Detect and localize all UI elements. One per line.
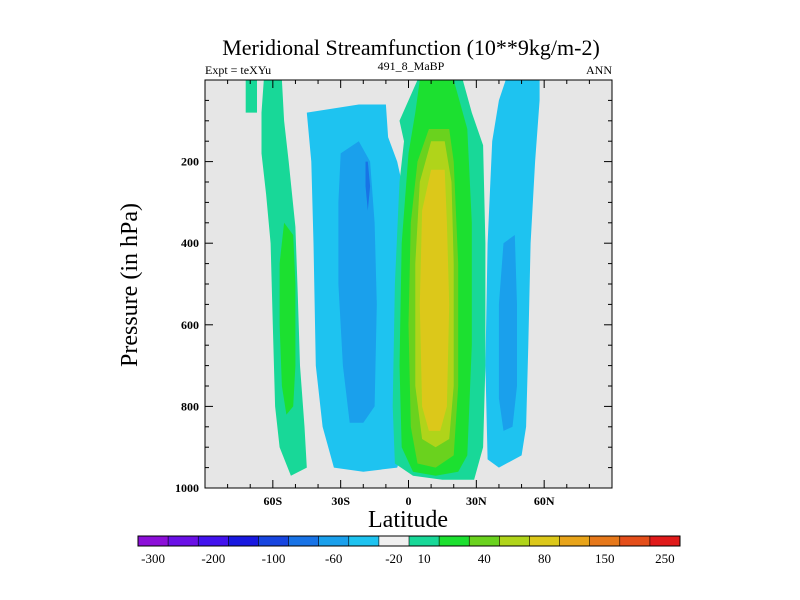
- colorbar-label-3: -60: [325, 551, 342, 566]
- contour-region-0: [245, 80, 257, 113]
- y-tick-label-1: 400: [181, 236, 199, 250]
- y-tick-label-4: 1000: [175, 481, 199, 495]
- contour-fill-layer: [245, 80, 540, 480]
- experiment-label: Expt = teXYu: [205, 63, 271, 77]
- time-slice-label: 491_8_MaBP: [378, 59, 445, 73]
- colorbar-swatch-13: [529, 536, 560, 546]
- contour-region-10: [419, 169, 450, 431]
- colorbar-swatch-4: [258, 536, 289, 546]
- colorbar-label-1: -200: [201, 551, 225, 566]
- x-tick-label-1: 30S: [331, 494, 350, 508]
- colorbar-swatch-11: [469, 536, 500, 546]
- colorbar-swatch-15: [589, 536, 621, 546]
- x-tick-label-2: 0: [406, 494, 412, 508]
- contour-region-5: [365, 161, 371, 211]
- x-tick-label-3: 30N: [466, 494, 487, 508]
- contour-region-2: [279, 222, 296, 415]
- colorbar-swatch-6: [318, 536, 350, 546]
- x-tick-label-4: 60N: [534, 494, 555, 508]
- colorbar-label-4: -20: [385, 551, 402, 566]
- y-tick-label-0: 200: [181, 155, 199, 169]
- colorbar-swatch-3: [228, 536, 259, 546]
- colorbar-label-7: 80: [538, 551, 551, 566]
- colorbar-swatch-16: [619, 536, 651, 546]
- season-label: ANN: [586, 63, 612, 77]
- colorbar-swatch-14: [559, 536, 590, 546]
- contour-region-12: [498, 235, 517, 431]
- colorbar-swatch-9: [409, 536, 440, 546]
- colorbar: -300 -200 -100 -60 -20 10 40 80 150 250: [137, 535, 681, 566]
- colorbar-label-9: 250: [655, 551, 675, 566]
- x-axis-title: Latitude: [368, 507, 448, 533]
- y-tick-label-3: 800: [181, 399, 199, 413]
- colorbar-swatch-5: [288, 536, 319, 546]
- colorbar-label-8: 150: [595, 551, 615, 566]
- colorbar-label-0: -300: [141, 551, 165, 566]
- colorbar-swatch-10: [439, 536, 470, 546]
- axis-ticks: 60S 30S 0 30N 60N 200 400 600 800 1000: [175, 80, 612, 508]
- x-tick-label-0: 60S: [263, 494, 282, 508]
- colorbar-label-2: -100: [262, 551, 286, 566]
- colorbar-swatch-7: [348, 536, 380, 546]
- colorbar-swatch-0: [138, 536, 169, 546]
- colorbar-swatch-17: [649, 536, 681, 546]
- colorbar-swatch-2: [198, 536, 229, 546]
- colorbar-swatch-1: [168, 536, 199, 546]
- y-tick-label-2: 600: [181, 318, 199, 332]
- colorbar-swatch-8: [378, 536, 410, 546]
- colorbar-label-5: 10: [418, 551, 431, 566]
- contour-region-4: [338, 141, 377, 423]
- chart-title: Meridional Streamfunction (10**9kg/m-2): [222, 35, 600, 60]
- colorbar-swatch-12: [499, 536, 530, 546]
- colorbar-label-6: 40: [478, 551, 491, 566]
- y-axis-title: Pressure (in hPa): [117, 203, 143, 367]
